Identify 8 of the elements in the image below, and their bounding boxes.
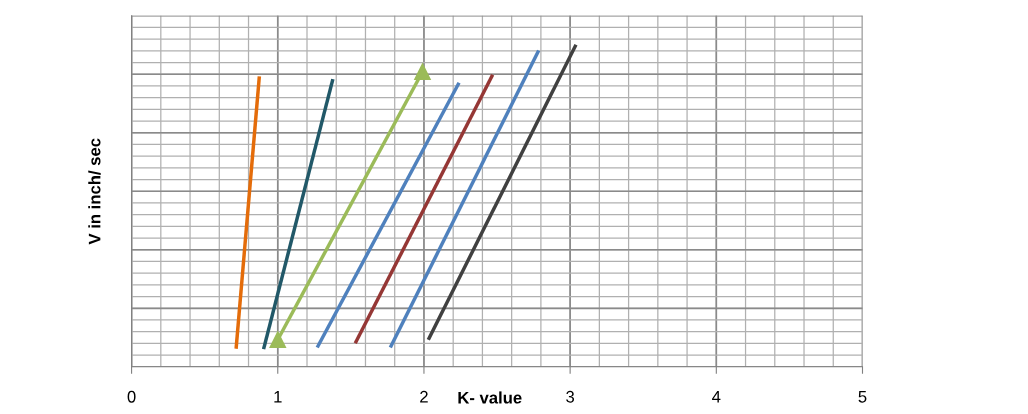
x-axis-title: K- value (458, 391, 522, 404)
x-tick-label: 4 (712, 391, 721, 403)
y-axis-title: V in inch/ sec (88, 138, 101, 245)
x-tick-label: 5 (858, 391, 867, 403)
x-tick-label: 0 (127, 390, 136, 403)
x-tick-label: 3 (566, 390, 575, 403)
x-tick-label: 2 (420, 390, 428, 403)
x-tick-label: 1 (274, 391, 282, 403)
